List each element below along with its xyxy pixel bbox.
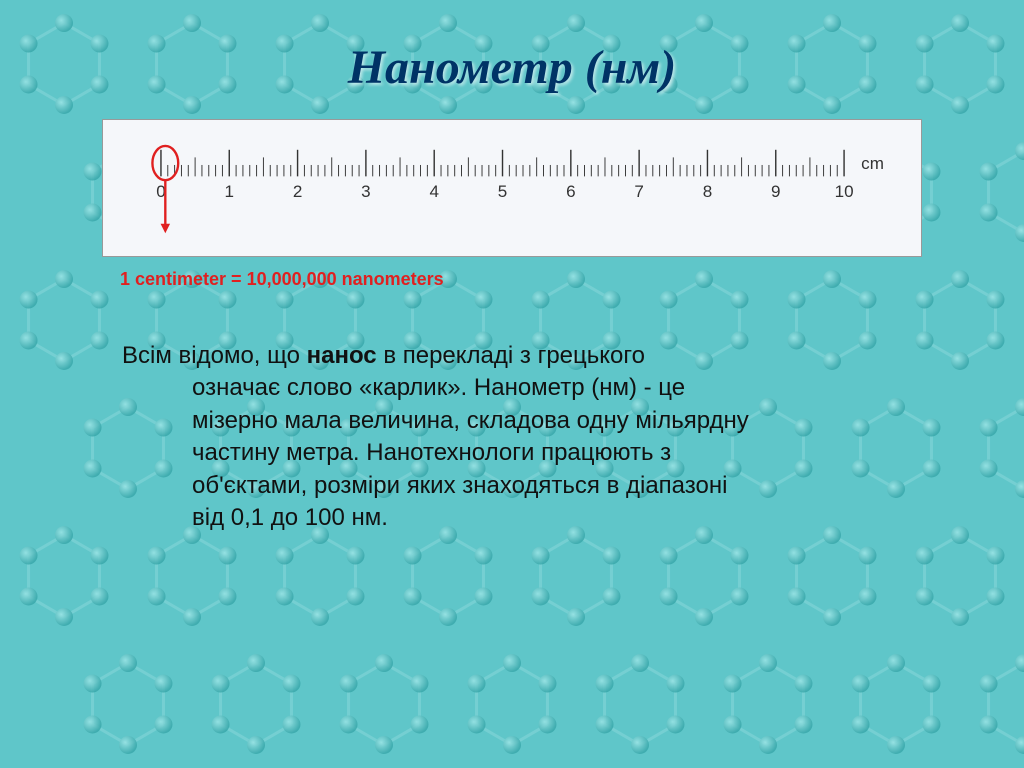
- body-line-4: частину метра. Нанотехнологи працюють з: [122, 437, 902, 469]
- ruler-caption: 1 centimeter = 10,000,000 nanometers: [120, 269, 1024, 290]
- body-line-6: від 0,1 до 100 нм.: [122, 502, 902, 534]
- body-line-1a: Всім відомо, що: [122, 342, 307, 369]
- svg-text:10: 10: [835, 182, 854, 201]
- body-line-5: об'єктами, розміри яких знаходяться в ді…: [122, 470, 902, 502]
- ruler-panel: 012345678910cm: [102, 119, 922, 257]
- svg-text:1: 1: [225, 182, 235, 201]
- svg-text:6: 6: [566, 182, 576, 201]
- body-line-2: означає слово «карлик». Нанометр (нм) - …: [122, 372, 902, 404]
- body-line-1b: в перекладі з грецького: [377, 342, 645, 369]
- svg-text:cm: cm: [861, 154, 884, 173]
- svg-text:7: 7: [634, 182, 644, 201]
- body-line-3: мізерно мала величина, складова одну міл…: [122, 405, 902, 437]
- svg-text:4: 4: [429, 182, 439, 201]
- svg-text:5: 5: [498, 182, 508, 201]
- ruler-diagram: 012345678910cm: [123, 128, 901, 238]
- svg-text:9: 9: [771, 182, 781, 201]
- body-text: Всім відомо, що нанос в перекладі з грец…: [122, 340, 902, 534]
- svg-text:8: 8: [703, 182, 713, 201]
- body-bold-word: нанос: [307, 342, 377, 369]
- svg-text:2: 2: [293, 182, 303, 201]
- svg-text:3: 3: [361, 182, 371, 201]
- page-title: Нанометр (нм): [0, 40, 1024, 95]
